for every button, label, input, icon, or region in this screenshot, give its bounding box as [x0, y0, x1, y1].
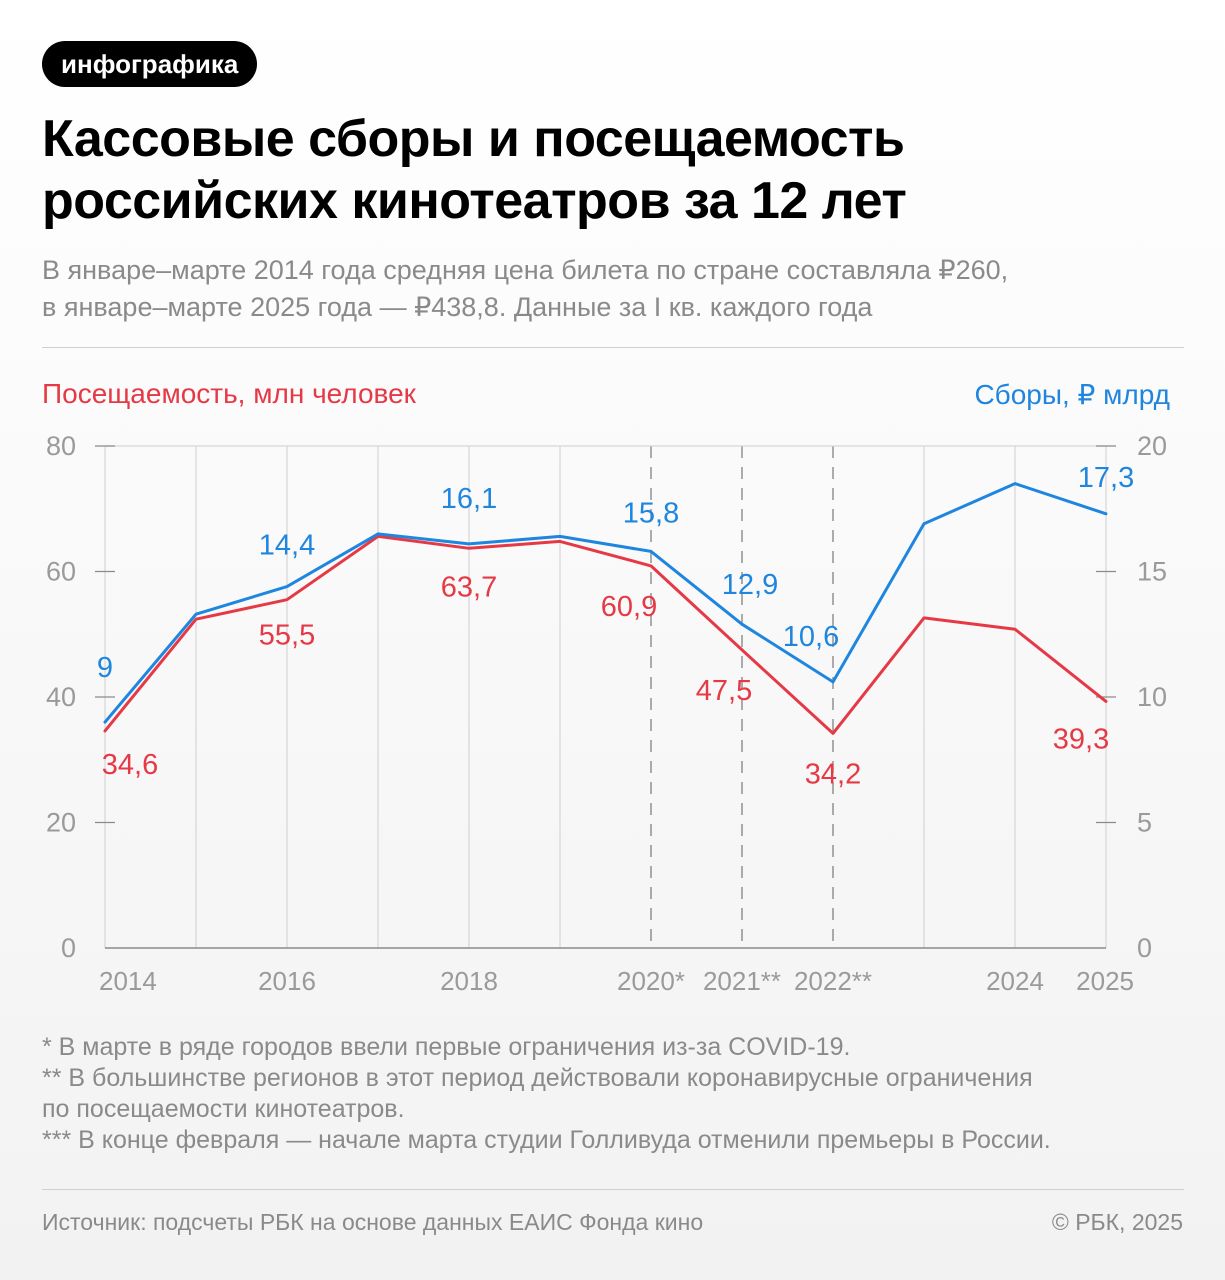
- right-tick-label-5: 5: [1137, 808, 1152, 838]
- line-chart: 0 20 40 60 80 0 5 10 15 20 2014 2016 2018 2020* 2021**…: [46, 431, 1167, 996]
- revenue-label-2022: 10,6: [783, 621, 839, 653]
- left-tick-label-20: 20: [46, 808, 76, 838]
- title-line-2: российских кинотеатров за 12 лет: [42, 172, 907, 230]
- copyright: © РБК, 2025: [1051, 1209, 1183, 1235]
- x-tick-label-2020: 2020*: [617, 966, 685, 996]
- left-tick-label-80: 80: [46, 431, 76, 461]
- revenue-label-2018: 16,1: [441, 483, 497, 515]
- left-tick-label-40: 40: [46, 682, 76, 712]
- page-title: Кассовые сборы и посещаемость российских…: [42, 108, 1192, 232]
- subtitle-line-1: В январе–марте 2014 года средняя цена би…: [42, 255, 1009, 285]
- revenue-label-2021: 12,9: [722, 569, 778, 601]
- left-axis-title: Посещаемость, млн человек: [42, 378, 416, 409]
- footnote-1: * В марте в ряде городов ввели первые ог…: [42, 1033, 851, 1061]
- x-tick-label-2018: 2018: [440, 966, 498, 996]
- right-tick-label-15: 15: [1137, 557, 1167, 587]
- footnote-2-continued: по посещаемости кинотеатров.: [42, 1095, 405, 1123]
- x-tick-label-2014: 2014: [99, 966, 157, 996]
- right-tick-label-0: 0: [1137, 933, 1152, 963]
- x-tick-label-2024: 2024: [986, 966, 1044, 996]
- attendance-label-2014: 34,6: [102, 749, 158, 781]
- x-tick-label-2022: 2022**: [794, 966, 872, 996]
- subtitle-line-2: в январе–марте 2025 года — ₽438,8. Данны…: [42, 292, 873, 322]
- attendance-line: [103, 534, 1108, 735]
- attendance-label-2020: 60,9: [601, 591, 657, 623]
- revenue-label-2025: 17,3: [1078, 462, 1134, 494]
- right-tick-label-10: 10: [1137, 682, 1167, 712]
- footnotes: * В марте в ряде городов ввели первые ог…: [42, 1032, 1202, 1156]
- top-divider: [42, 347, 1184, 348]
- revenue-line: [103, 482, 1108, 724]
- source-note: Источник: подсчеты РБК на основе данных …: [42, 1209, 704, 1235]
- attendance-label-2021: 47,5: [696, 675, 752, 707]
- left-tick-label-0: 0: [61, 933, 76, 963]
- revenue-label-2016: 14,4: [259, 530, 315, 562]
- x-tick-label-2016: 2016: [258, 966, 316, 996]
- revenue-label-2020: 15,8: [623, 497, 679, 529]
- revenue-label-2014: 9: [97, 652, 113, 684]
- attendance-label-2022: 34,2: [805, 758, 861, 790]
- infographic-badge: инфографика: [42, 41, 258, 87]
- attendance-label-2025: 39,3: [1053, 723, 1109, 755]
- left-tick-label-60: 60: [46, 557, 76, 587]
- x-tick-label-2021: 2021**: [703, 966, 781, 996]
- attendance-label-2016: 55,5: [259, 620, 315, 652]
- title-line-1: Кассовые сборы и посещаемость: [42, 110, 905, 168]
- footnote-2: ** В большинстве регионов в этот период …: [42, 1064, 1033, 1092]
- subtitle: В январе–марте 2014 года средняя цена би…: [42, 252, 1192, 326]
- x-tick-label-2025: 2025: [1076, 966, 1134, 996]
- bottom-divider: [42, 1189, 1184, 1190]
- right-axis-title: Сборы, ₽ млрд: [974, 379, 1170, 410]
- attendance-label-2018: 63,7: [441, 571, 497, 603]
- footnote-3: *** В конце февраля — начале марта студи…: [42, 1126, 1051, 1154]
- right-tick-label-20: 20: [1137, 431, 1167, 461]
